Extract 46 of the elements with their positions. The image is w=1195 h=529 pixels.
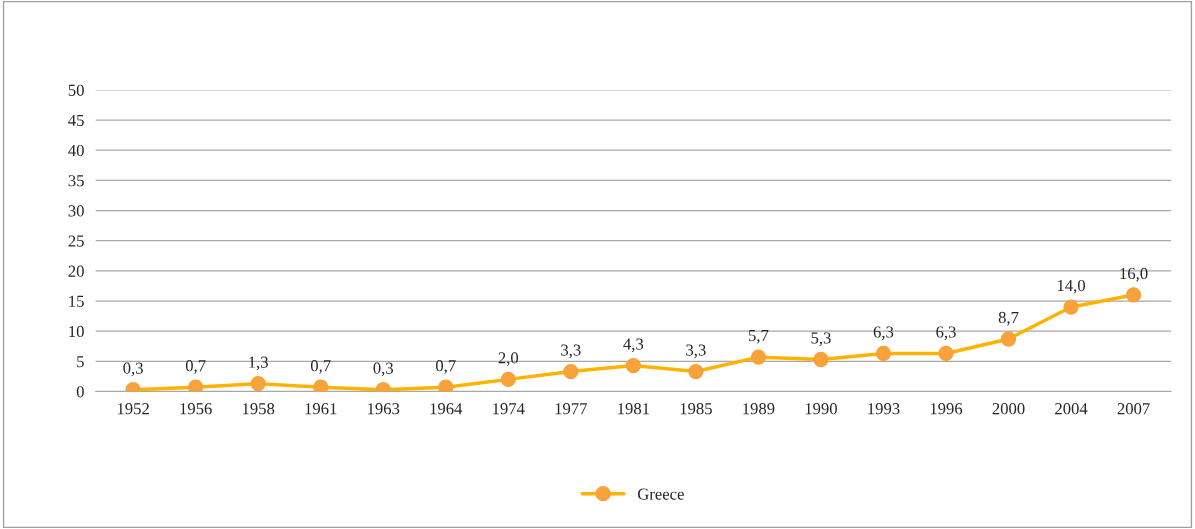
data-label: 16,0 xyxy=(1120,267,1148,282)
x-tick-label: 1961 xyxy=(305,403,337,415)
x-tick-label: 1996 xyxy=(930,403,963,415)
x-tick-label: 1993 xyxy=(868,403,900,415)
data-label: 3,3 xyxy=(686,344,706,359)
data-label: 6,3 xyxy=(936,326,956,340)
data-label: 5,3 xyxy=(811,332,831,347)
y-tick-label: 25 xyxy=(68,235,84,247)
y-tick-label: 5 xyxy=(77,356,84,368)
y-tick-label: 10 xyxy=(69,325,84,338)
x-tick-label: 1952 xyxy=(117,403,149,415)
data-label: 2,0 xyxy=(498,352,519,366)
x-tick-label: 1981 xyxy=(618,403,650,415)
x-tick-label: 1990 xyxy=(805,403,837,415)
data-label: 5,7 xyxy=(748,330,769,344)
y-tick-label: 35 xyxy=(68,175,84,187)
data-label: 8,7 xyxy=(998,311,1019,326)
legend-label: Greece xyxy=(637,488,684,500)
data-label: 0,3 xyxy=(373,362,393,377)
data-label: 14,0 xyxy=(1057,279,1085,294)
y-tick-label: 45 xyxy=(68,114,84,127)
data-label: 0,3 xyxy=(123,362,143,377)
x-tick-label: 1956 xyxy=(180,403,212,415)
x-tick-label: 1963 xyxy=(368,403,400,415)
data-label: 0,7 xyxy=(310,360,331,374)
y-tick-label: 0 xyxy=(76,386,84,398)
y-tick-label: 15 xyxy=(69,295,84,307)
data-label: 0,7 xyxy=(435,360,456,374)
x-tick-label: 2007 xyxy=(1117,403,1150,415)
x-tick-label: 1989 xyxy=(743,403,775,415)
x-tick-label: 1974 xyxy=(493,403,525,415)
data-label: 0,7 xyxy=(185,360,206,374)
x-tick-label: 2000 xyxy=(992,403,1025,415)
x-tick-label: 1985 xyxy=(680,403,712,415)
data-label: 1,3 xyxy=(249,356,268,371)
y-tick-label: 20 xyxy=(68,265,84,277)
data-label: 3,3 xyxy=(561,344,581,359)
y-tick-label: 50 xyxy=(68,84,84,96)
data-label: 6,3 xyxy=(873,326,894,340)
data-label: 4,3 xyxy=(623,338,644,353)
x-tick-label: 1977 xyxy=(555,403,588,415)
y-tick-label: 40 xyxy=(68,144,84,157)
x-tick-label: 1958 xyxy=(242,403,275,415)
x-tick-label: 2004 xyxy=(1055,403,1088,415)
x-tick-label: 1964 xyxy=(430,403,463,415)
y-tick-label: 30 xyxy=(68,205,84,217)
